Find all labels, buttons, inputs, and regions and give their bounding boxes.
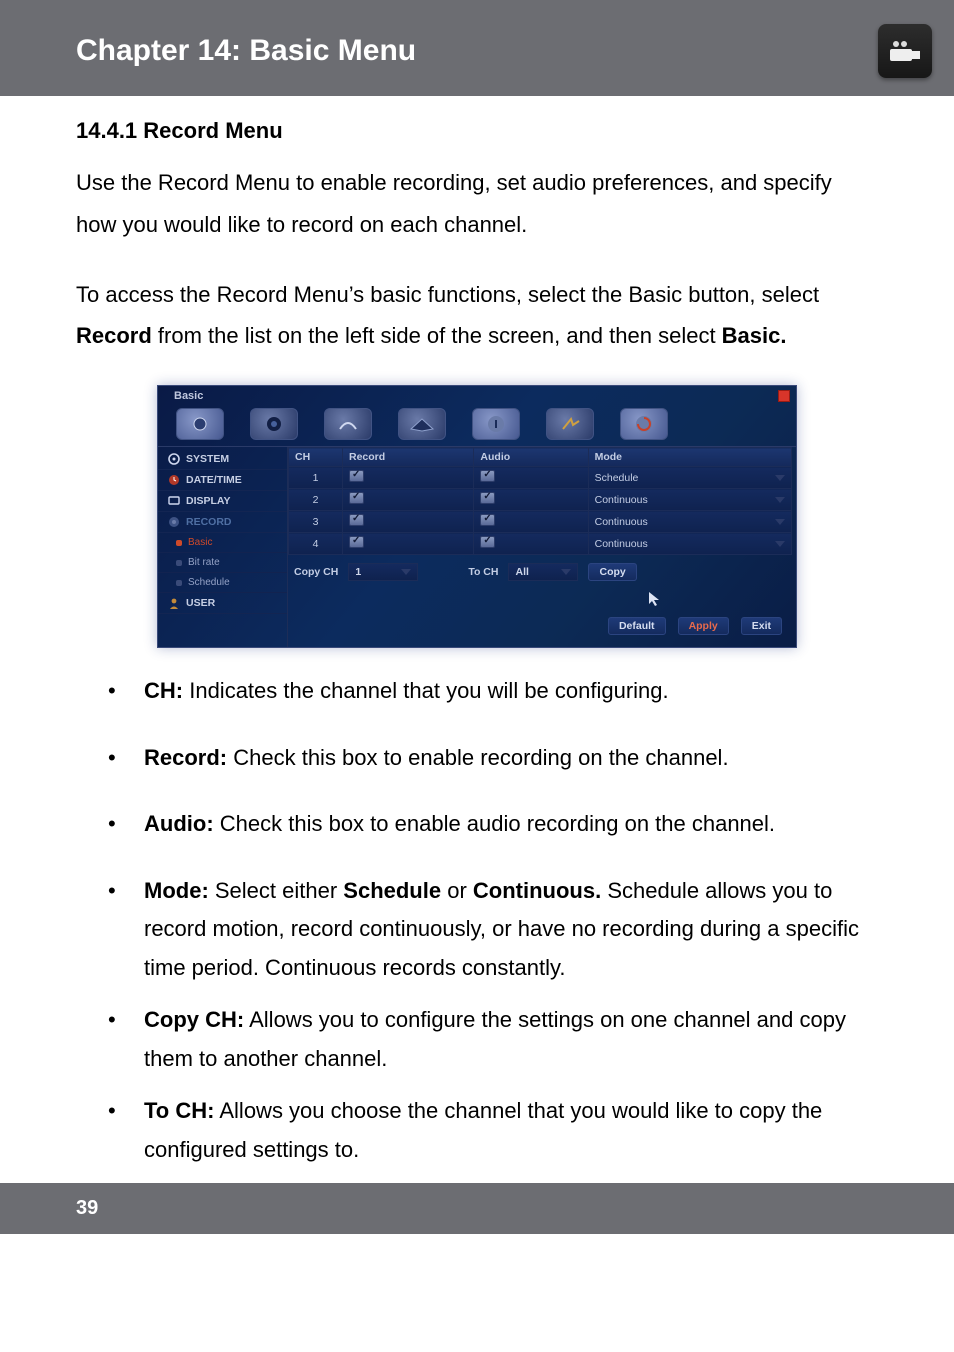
- section-heading: 14.4.1 Record Menu: [76, 118, 878, 144]
- gear-icon: [168, 453, 180, 465]
- table-row: 2 Continuous: [289, 489, 792, 511]
- intro-paragraph-2: To access the Record Menu’s basic functi…: [76, 274, 878, 358]
- apply-button[interactable]: Apply: [678, 617, 729, 635]
- mode-select[interactable]: Schedule: [595, 472, 785, 484]
- audio-checkbox[interactable]: [480, 470, 495, 482]
- window-title: Basic: [174, 390, 203, 402]
- top-icon-3[interactable]: [324, 408, 372, 440]
- to-ch-label: To CH: [468, 566, 498, 578]
- para2-bold-basic: Basic.: [722, 323, 787, 348]
- cell-ch: 4: [289, 533, 343, 555]
- top-icon-4[interactable]: [398, 408, 446, 440]
- top-icon-5[interactable]: [472, 408, 520, 440]
- sidebar-label: SYSTEM: [186, 453, 229, 465]
- chevron-down-icon: [401, 569, 411, 575]
- sidebar-item-datetime[interactable]: DATE/TIME: [158, 470, 287, 491]
- camera-icon: [878, 24, 932, 78]
- para2-mid: from the list on the left side of the sc…: [152, 323, 722, 348]
- user-icon: [168, 597, 180, 609]
- cursor-icon: [288, 585, 792, 615]
- table-row: 3 Continuous: [289, 511, 792, 533]
- monitor-icon: [168, 495, 180, 507]
- to-ch-select[interactable]: All: [508, 563, 578, 581]
- top-icon-7[interactable]: [620, 408, 668, 440]
- table-row: 4 Continuous: [289, 533, 792, 555]
- chapter-title: Chapter 14: Basic Menu: [76, 34, 416, 68]
- sidebar-item-record[interactable]: RECORD: [158, 512, 287, 533]
- bullet-audio: Audio: Check this box to enable audio re…: [104, 805, 878, 844]
- bullet-mode: Mode: Select either Schedule or Continuo…: [104, 872, 878, 988]
- sidebar-label: DATE/TIME: [186, 474, 242, 486]
- chevron-down-icon: [775, 541, 785, 547]
- cell-ch: 3: [289, 511, 343, 533]
- record-checkbox[interactable]: [349, 514, 364, 526]
- chevron-down-icon: [775, 519, 785, 525]
- para2-prefix: To access the Record Menu’s basic functi…: [76, 282, 819, 307]
- para2-bold-record: Record: [76, 323, 152, 348]
- clock-icon: [168, 474, 180, 486]
- sidebar: SYSTEM DATE/TIME DISPLAY RECORD: [158, 447, 288, 647]
- th-audio: Audio: [474, 448, 588, 467]
- record-checkbox[interactable]: [349, 536, 364, 548]
- top-icon-1[interactable]: [176, 408, 224, 440]
- intro-paragraph-1: Use the Record Menu to enable recording,…: [76, 162, 878, 246]
- channels-table: CH Record Audio Mode 1 Schedule: [288, 447, 792, 555]
- record-checkbox[interactable]: [349, 470, 364, 482]
- sidebar-label: RECORD: [186, 516, 232, 528]
- sidebar-sub-bitrate[interactable]: Bit rate: [158, 553, 287, 573]
- sidebar-label: USER: [186, 597, 215, 609]
- table-row: 1 Schedule: [289, 467, 792, 489]
- chevron-down-icon: [775, 497, 785, 503]
- chevron-down-icon: [561, 569, 571, 575]
- copy-ch-select[interactable]: 1: [348, 563, 418, 581]
- top-icon-row: [158, 404, 796, 446]
- audio-checkbox[interactable]: [480, 514, 495, 526]
- bullet-copy-ch: Copy CH: Allows you to configure the set…: [104, 1001, 878, 1078]
- th-ch: CH: [289, 448, 343, 467]
- copy-button[interactable]: Copy: [588, 563, 636, 581]
- audio-checkbox[interactable]: [480, 536, 495, 548]
- cell-ch: 1: [289, 467, 343, 489]
- bullet-ch: CH: Indicates the channel that you will …: [104, 672, 878, 711]
- bullet-record: Record: Check this box to enable recordi…: [104, 739, 878, 778]
- record-menu-screenshot: Basic SYSTEM: [157, 385, 797, 648]
- default-button[interactable]: Default: [608, 617, 666, 635]
- sidebar-item-system[interactable]: SYSTEM: [158, 449, 287, 470]
- chapter-header: Chapter 14: Basic Menu: [0, 0, 954, 96]
- bullet-to-ch: To CH: Allows you choose the channel tha…: [104, 1092, 878, 1169]
- audio-checkbox[interactable]: [480, 492, 495, 504]
- sidebar-item-user[interactable]: USER: [158, 593, 287, 614]
- close-icon[interactable]: [778, 390, 790, 402]
- record-icon: [168, 516, 180, 528]
- exit-button[interactable]: Exit: [741, 617, 782, 635]
- top-icon-2[interactable]: [250, 408, 298, 440]
- th-mode: Mode: [588, 448, 791, 467]
- sidebar-label: DISPLAY: [186, 495, 231, 507]
- copy-ch-label: Copy CH: [294, 566, 338, 578]
- sidebar-sub-schedule[interactable]: Schedule: [158, 573, 287, 593]
- bullet-list: CH: Indicates the channel that you will …: [76, 672, 878, 1169]
- th-record: Record: [343, 448, 474, 467]
- sidebar-sub-basic[interactable]: Basic: [158, 533, 287, 553]
- page-number: 39: [0, 1183, 954, 1234]
- top-icon-6[interactable]: [546, 408, 594, 440]
- mode-select[interactable]: Continuous: [595, 538, 785, 550]
- cell-ch: 2: [289, 489, 343, 511]
- mode-select[interactable]: Continuous: [595, 516, 785, 528]
- sidebar-item-display[interactable]: DISPLAY: [158, 491, 287, 512]
- chevron-down-icon: [775, 475, 785, 481]
- record-checkbox[interactable]: [349, 492, 364, 504]
- mode-select[interactable]: Continuous: [595, 494, 785, 506]
